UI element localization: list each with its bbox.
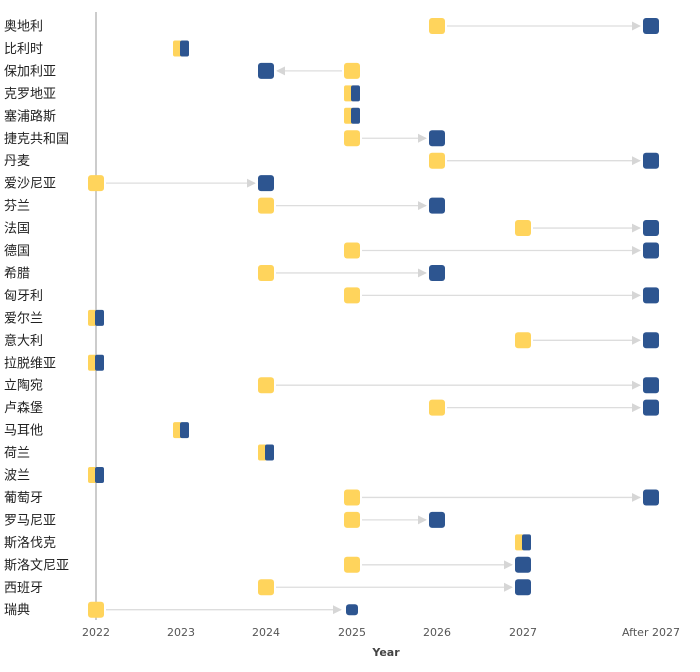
start-marker	[88, 309, 97, 326]
country-label: 捷克共和国	[4, 132, 69, 147]
end-marker	[643, 489, 659, 506]
end-marker	[95, 467, 104, 483]
country-label: 波兰	[4, 469, 30, 484]
end-marker	[643, 242, 659, 259]
end-marker	[429, 264, 445, 281]
start-marker	[344, 242, 360, 259]
start-marker	[344, 130, 360, 147]
end-marker	[515, 556, 531, 573]
start-marker	[258, 264, 274, 281]
x-tick-label: After 2027	[622, 626, 680, 639]
start-marker	[173, 40, 182, 57]
start-marker	[515, 220, 531, 237]
end-marker	[429, 130, 445, 147]
country-label: 希腊	[4, 266, 30, 281]
end-marker	[180, 40, 189, 57]
end-marker	[522, 534, 531, 551]
country-label: 立陶宛	[4, 378, 43, 394]
country-label: 德国	[4, 244, 30, 259]
country-label: 保加利亚	[4, 64, 56, 79]
end-marker	[429, 197, 445, 214]
country-label: 芬兰	[4, 199, 30, 214]
end-marker	[95, 309, 104, 326]
country-label: 克罗地亚	[4, 87, 56, 102]
start-marker	[429, 18, 445, 34]
country-label: 比利时	[4, 42, 43, 57]
end-marker	[95, 354, 104, 371]
end-marker	[180, 422, 189, 439]
start-marker	[88, 601, 104, 618]
end-marker	[351, 85, 360, 102]
x-axis-ticks: 2022 2023 2024 2025 2026 2027 After 2027	[82, 626, 680, 639]
end-marker	[643, 399, 659, 416]
start-marker	[88, 175, 104, 192]
end-marker	[515, 579, 531, 596]
country-label: 西班牙	[4, 581, 43, 596]
x-tick-label: 2022	[82, 626, 110, 639]
start-marker	[515, 332, 531, 349]
start-marker	[88, 354, 97, 371]
start-marker	[344, 489, 360, 506]
country-label: 法国	[4, 222, 30, 237]
start-marker	[258, 444, 267, 461]
start-marker	[344, 85, 353, 102]
country-labels: 奥地利比利时保加利亚克罗地亚塞浦路斯捷克共和国丹麦爱沙尼亚芬兰法国德国希腊匈牙利…	[4, 20, 69, 619]
country-label: 斯洛伐克	[4, 536, 56, 551]
start-marker	[258, 579, 274, 596]
country-label: 意大利	[4, 333, 43, 349]
end-marker	[258, 175, 274, 192]
end-marker	[351, 107, 360, 124]
start-marker	[429, 399, 445, 416]
end-marker	[346, 604, 358, 616]
x-tick-label: 2024	[252, 626, 280, 639]
end-marker	[429, 511, 445, 528]
start-marker	[344, 62, 360, 79]
country-label: 荷兰	[4, 446, 30, 461]
start-marker	[515, 534, 524, 551]
country-label: 马耳他	[4, 424, 43, 439]
start-marker	[173, 422, 182, 439]
end-marker	[643, 220, 659, 237]
x-tick-label: 2027	[509, 626, 537, 639]
end-marker	[643, 287, 659, 304]
start-marker	[258, 377, 274, 394]
x-tick-label: 2023	[167, 626, 195, 639]
country-label: 匈牙利	[4, 289, 43, 304]
end-marker	[643, 332, 659, 349]
x-tick-label: 2025	[338, 626, 366, 639]
country-label: 爱尔兰	[4, 311, 43, 326]
end-marker	[643, 18, 659, 34]
country-label: 斯洛文尼亚	[4, 558, 69, 573]
country-label: 爱沙尼亚	[4, 177, 56, 192]
end-marker	[643, 377, 659, 394]
markers-layer	[88, 18, 659, 618]
start-marker	[88, 467, 97, 483]
country-label: 奥地利	[4, 20, 43, 35]
country-label: 塞浦路斯	[4, 108, 56, 124]
country-label: 丹麦	[4, 154, 30, 169]
start-marker	[258, 197, 274, 214]
start-marker	[344, 511, 360, 528]
start-marker	[344, 287, 360, 304]
x-axis-title: Year	[371, 646, 400, 659]
end-marker	[265, 444, 274, 461]
end-marker	[258, 62, 274, 79]
start-marker	[344, 107, 353, 124]
arrows-layer	[106, 21, 641, 615]
start-marker	[344, 556, 360, 573]
start-marker	[429, 152, 445, 169]
country-label: 拉脱维亚	[4, 356, 56, 371]
end-marker	[643, 152, 659, 169]
x-tick-label: 2026	[423, 626, 451, 639]
country-label: 卢森堡	[4, 400, 43, 416]
country-label: 罗马尼亚	[4, 513, 56, 528]
country-label: 葡萄牙	[4, 491, 43, 506]
country-label: 瑞典	[4, 603, 30, 618]
